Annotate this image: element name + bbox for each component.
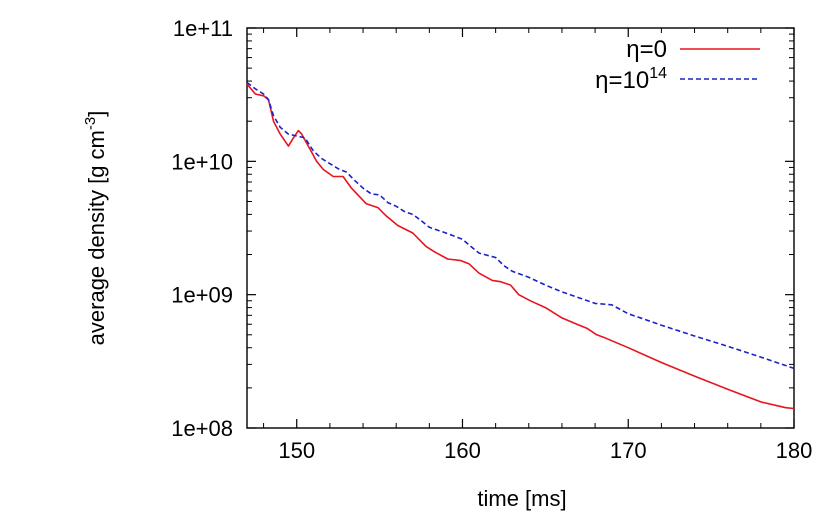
x-tick-label: 150 <box>278 438 315 463</box>
series-lines <box>246 81 795 410</box>
axis-ticks <box>247 27 795 429</box>
y-axis-label-close: ] <box>84 111 109 117</box>
plot-area: 150 160 170 180 1e+08 1e+09 1e+10 1e+11 <box>171 16 812 463</box>
y-tick-label: 1e+08 <box>171 416 233 441</box>
series-line-eta-1e14 <box>246 81 795 370</box>
y-axis-label-superscript: -3 <box>82 117 99 130</box>
legend-entry-eta-1e14: η=1014 <box>595 65 760 94</box>
series-line-eta-0 <box>246 83 795 410</box>
legend-entry-eta-0: η=0 <box>626 36 760 63</box>
axis-tick-labels: 150 160 170 180 1e+08 1e+09 1e+10 1e+11 <box>171 16 812 463</box>
y-axis-label-main: average density [g cm <box>84 130 109 345</box>
x-tick-label: 180 <box>776 438 813 463</box>
plot-frame <box>246 27 795 429</box>
legend: η=0 η=1014 <box>595 36 760 94</box>
y-tick-label: 1e+10 <box>171 149 233 174</box>
legend-label-eta-1e14: η=1014 <box>595 65 667 94</box>
y-tick-label: 1e+09 <box>171 283 233 308</box>
legend-label-eta-0: η=0 <box>626 36 667 63</box>
y-tick-label: 1e+11 <box>173 16 233 41</box>
x-tick-label: 160 <box>444 438 481 463</box>
y-axis-label: average density [g cm-3] <box>82 111 109 346</box>
x-tick-label: 170 <box>610 438 647 463</box>
x-axis-label: time [ms] <box>477 486 566 511</box>
